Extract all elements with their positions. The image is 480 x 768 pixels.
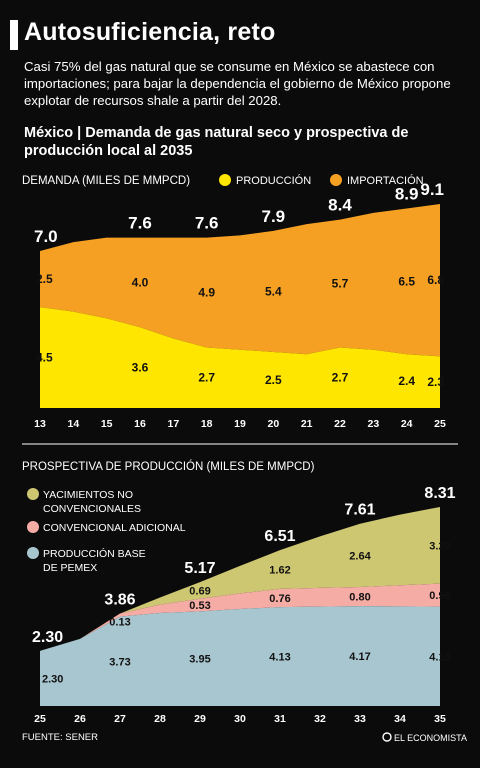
total-label: 3.86 bbox=[104, 592, 135, 609]
total-label: 5.17 bbox=[184, 560, 215, 577]
legend-label: DE PEMEX bbox=[43, 562, 97, 574]
total-label: 7.9 bbox=[262, 207, 286, 226]
no-convencional-label: 1.62 bbox=[269, 564, 290, 576]
adicional-label: 0.80 bbox=[349, 592, 370, 604]
area-importacion bbox=[40, 203, 440, 357]
produccion-label: 2.5 bbox=[265, 373, 282, 387]
headline: Autosuficiencia, reto bbox=[24, 18, 276, 46]
total-label: 7.6 bbox=[195, 214, 219, 233]
legend-dot-produccion bbox=[219, 174, 231, 186]
legend-label: YACIMIENTOS NO bbox=[43, 489, 133, 501]
legend-label-importacion: IMPORTACIÓN bbox=[347, 174, 424, 187]
base-label: 4.17 bbox=[349, 651, 370, 663]
x-tick-label: 25 bbox=[34, 713, 46, 725]
produccion-label: 2.7 bbox=[332, 371, 349, 385]
source-note: FUENTE: SENER bbox=[22, 732, 98, 743]
x-tick-label: 31 bbox=[274, 713, 286, 725]
importacion-label: 6.8 bbox=[427, 273, 444, 287]
x-tick-label: 27 bbox=[114, 713, 126, 725]
x-tick-label: 30 bbox=[234, 713, 246, 725]
legend-dot bbox=[27, 547, 39, 559]
x-tick-label: 32 bbox=[314, 713, 326, 725]
x-tick-label: 20 bbox=[267, 418, 279, 430]
importacion-label: 6.5 bbox=[398, 274, 415, 288]
x-tick-label: 15 bbox=[101, 418, 113, 430]
x-tick-label: 16 bbox=[134, 418, 146, 430]
prospectiva-title: PROSPECTIVA DE PRODUCCIÓN (MILES DE MMPC… bbox=[22, 460, 315, 473]
no-convencional-label: 2.64 bbox=[349, 550, 371, 562]
base-label: 3.95 bbox=[189, 654, 210, 666]
x-tick-label: 34 bbox=[394, 713, 406, 725]
x-tick-label: 17 bbox=[167, 418, 179, 430]
total-label: 6.51 bbox=[264, 528, 295, 545]
x-tick-label: 28 bbox=[154, 713, 166, 725]
total-label: 8.31 bbox=[424, 485, 455, 502]
brand-name: EL ECONOMISTA bbox=[394, 733, 467, 743]
x-tick-label: 25 bbox=[434, 418, 446, 430]
x-tick-label: 33 bbox=[354, 713, 366, 725]
no-convencional-label: 3.20 bbox=[429, 540, 450, 552]
importacion-label: 5.4 bbox=[265, 284, 282, 298]
x-tick-label: 35 bbox=[434, 713, 446, 725]
legend-dot bbox=[27, 521, 39, 533]
legend-label: CONVENCIONALES bbox=[43, 503, 141, 515]
legend-label-produccion: PRODUCCIÓN bbox=[236, 174, 311, 187]
brand-logo-icon bbox=[382, 732, 392, 742]
adicional-label: 0.53 bbox=[189, 600, 210, 612]
x-tick-label: 23 bbox=[367, 418, 379, 430]
total-label: 9.1 bbox=[420, 180, 444, 199]
adicional-label: 0.13 bbox=[109, 617, 130, 629]
legend-dot bbox=[27, 488, 39, 500]
produccion-label: 4.5 bbox=[36, 351, 53, 365]
base-label: 4.13 bbox=[269, 652, 290, 664]
area-produccion bbox=[40, 307, 440, 408]
no-convencional-label: 0.69 bbox=[189, 586, 210, 598]
title-accent-bar bbox=[10, 20, 18, 50]
total-label: 2.30 bbox=[32, 629, 63, 646]
base-label: 4.15 bbox=[429, 651, 450, 663]
intro-text: Casi 75% del gas natural que se consume … bbox=[24, 59, 451, 108]
x-tick-label: 14 bbox=[67, 418, 79, 430]
adicional-label: 0.76 bbox=[269, 593, 290, 605]
produccion-label: 2.7 bbox=[198, 371, 215, 385]
legend-label: PRODUCCIÓN BASE bbox=[43, 547, 146, 560]
legend-label: CONVENCIONAL ADICIONAL bbox=[43, 522, 186, 534]
adicional-label: 0.96 bbox=[429, 590, 450, 602]
area-convencional-adicional bbox=[40, 583, 440, 651]
x-tick-label: 22 bbox=[334, 418, 346, 430]
x-tick-label: 13 bbox=[34, 418, 46, 430]
produccion-label: 3.6 bbox=[132, 361, 149, 375]
x-tick-label: 19 bbox=[234, 418, 246, 430]
area-no-convencionales bbox=[40, 506, 440, 651]
x-tick-label: 18 bbox=[201, 418, 213, 430]
area-base-pemex bbox=[40, 606, 440, 706]
importacion-label: 5.7 bbox=[332, 277, 349, 291]
base-label: 3.73 bbox=[109, 656, 130, 668]
legend-dot-importacion bbox=[330, 174, 342, 186]
total-label: 7.6 bbox=[128, 214, 152, 233]
demanda-title: DEMANDA (MILES DE MMPCD) bbox=[22, 175, 190, 187]
x-tick-label: 26 bbox=[74, 713, 86, 725]
total-label: 7.0 bbox=[34, 227, 58, 246]
produccion-label: 2.4 bbox=[398, 374, 415, 388]
importacion-label: 2.5 bbox=[36, 272, 53, 286]
total-label: 7.61 bbox=[344, 502, 375, 519]
x-tick-label: 29 bbox=[194, 713, 206, 725]
x-tick-label: 24 bbox=[401, 418, 413, 430]
chart-subtitle: México | Demanda de gas natural seco y p… bbox=[24, 125, 409, 159]
produccion-label: 2.3 bbox=[427, 375, 444, 389]
x-tick-label: 21 bbox=[301, 418, 313, 430]
total-label: 8.9 bbox=[395, 184, 419, 203]
total-label: 8.4 bbox=[328, 196, 352, 215]
importacion-label: 4.0 bbox=[132, 275, 149, 289]
base-label: 2.30 bbox=[42, 673, 63, 685]
importacion-label: 4.9 bbox=[198, 286, 215, 300]
